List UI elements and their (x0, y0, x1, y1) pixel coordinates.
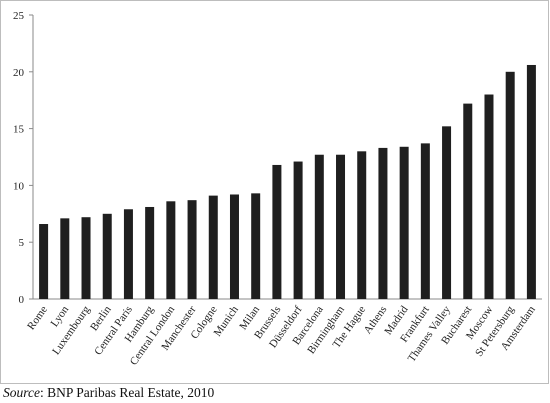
bar (357, 151, 367, 299)
bar (505, 71, 515, 299)
bar (293, 161, 303, 299)
bar (420, 143, 430, 299)
bar (39, 224, 49, 299)
bar (208, 195, 218, 299)
bar (123, 209, 133, 299)
bar (229, 194, 239, 299)
bar (272, 164, 282, 299)
axes: 0 5 10 15 20 25 (13, 10, 542, 306)
source-note: Source: BNP Paribas Real Estate, 2010 (3, 385, 214, 401)
bar (442, 126, 452, 299)
bar (484, 94, 494, 300)
bars (39, 64, 536, 300)
y-tick-label: 25 (13, 10, 25, 22)
bar-chart: 0 5 10 15 20 25 RomeLyonLuxembourgBerlinCentr… (13, 10, 542, 368)
category-label: Rome (25, 304, 50, 333)
y-tick-label: 20 (13, 67, 25, 79)
bar (378, 147, 388, 299)
bar (463, 103, 473, 299)
bar (102, 213, 112, 299)
y-tick-label: 15 (13, 124, 25, 136)
y-tick-label: 0 (19, 294, 25, 306)
bar (166, 201, 176, 299)
bar (399, 146, 409, 299)
chart-frame: 0 5 10 15 20 25 Rome Lyon Luxembourg Berlin Centr… (0, 0, 549, 384)
bar (251, 193, 261, 299)
bar (81, 217, 91, 299)
bar (336, 154, 346, 299)
bar (187, 200, 197, 299)
bar (145, 206, 155, 299)
source-label: Source (3, 385, 40, 400)
bar (526, 64, 536, 299)
bar (60, 218, 70, 299)
y-tick-label: 10 (13, 180, 25, 192)
y-tick-label: 5 (19, 237, 25, 249)
source-text: : BNP Paribas Real Estate, 2010 (40, 385, 215, 400)
bar (314, 154, 324, 299)
